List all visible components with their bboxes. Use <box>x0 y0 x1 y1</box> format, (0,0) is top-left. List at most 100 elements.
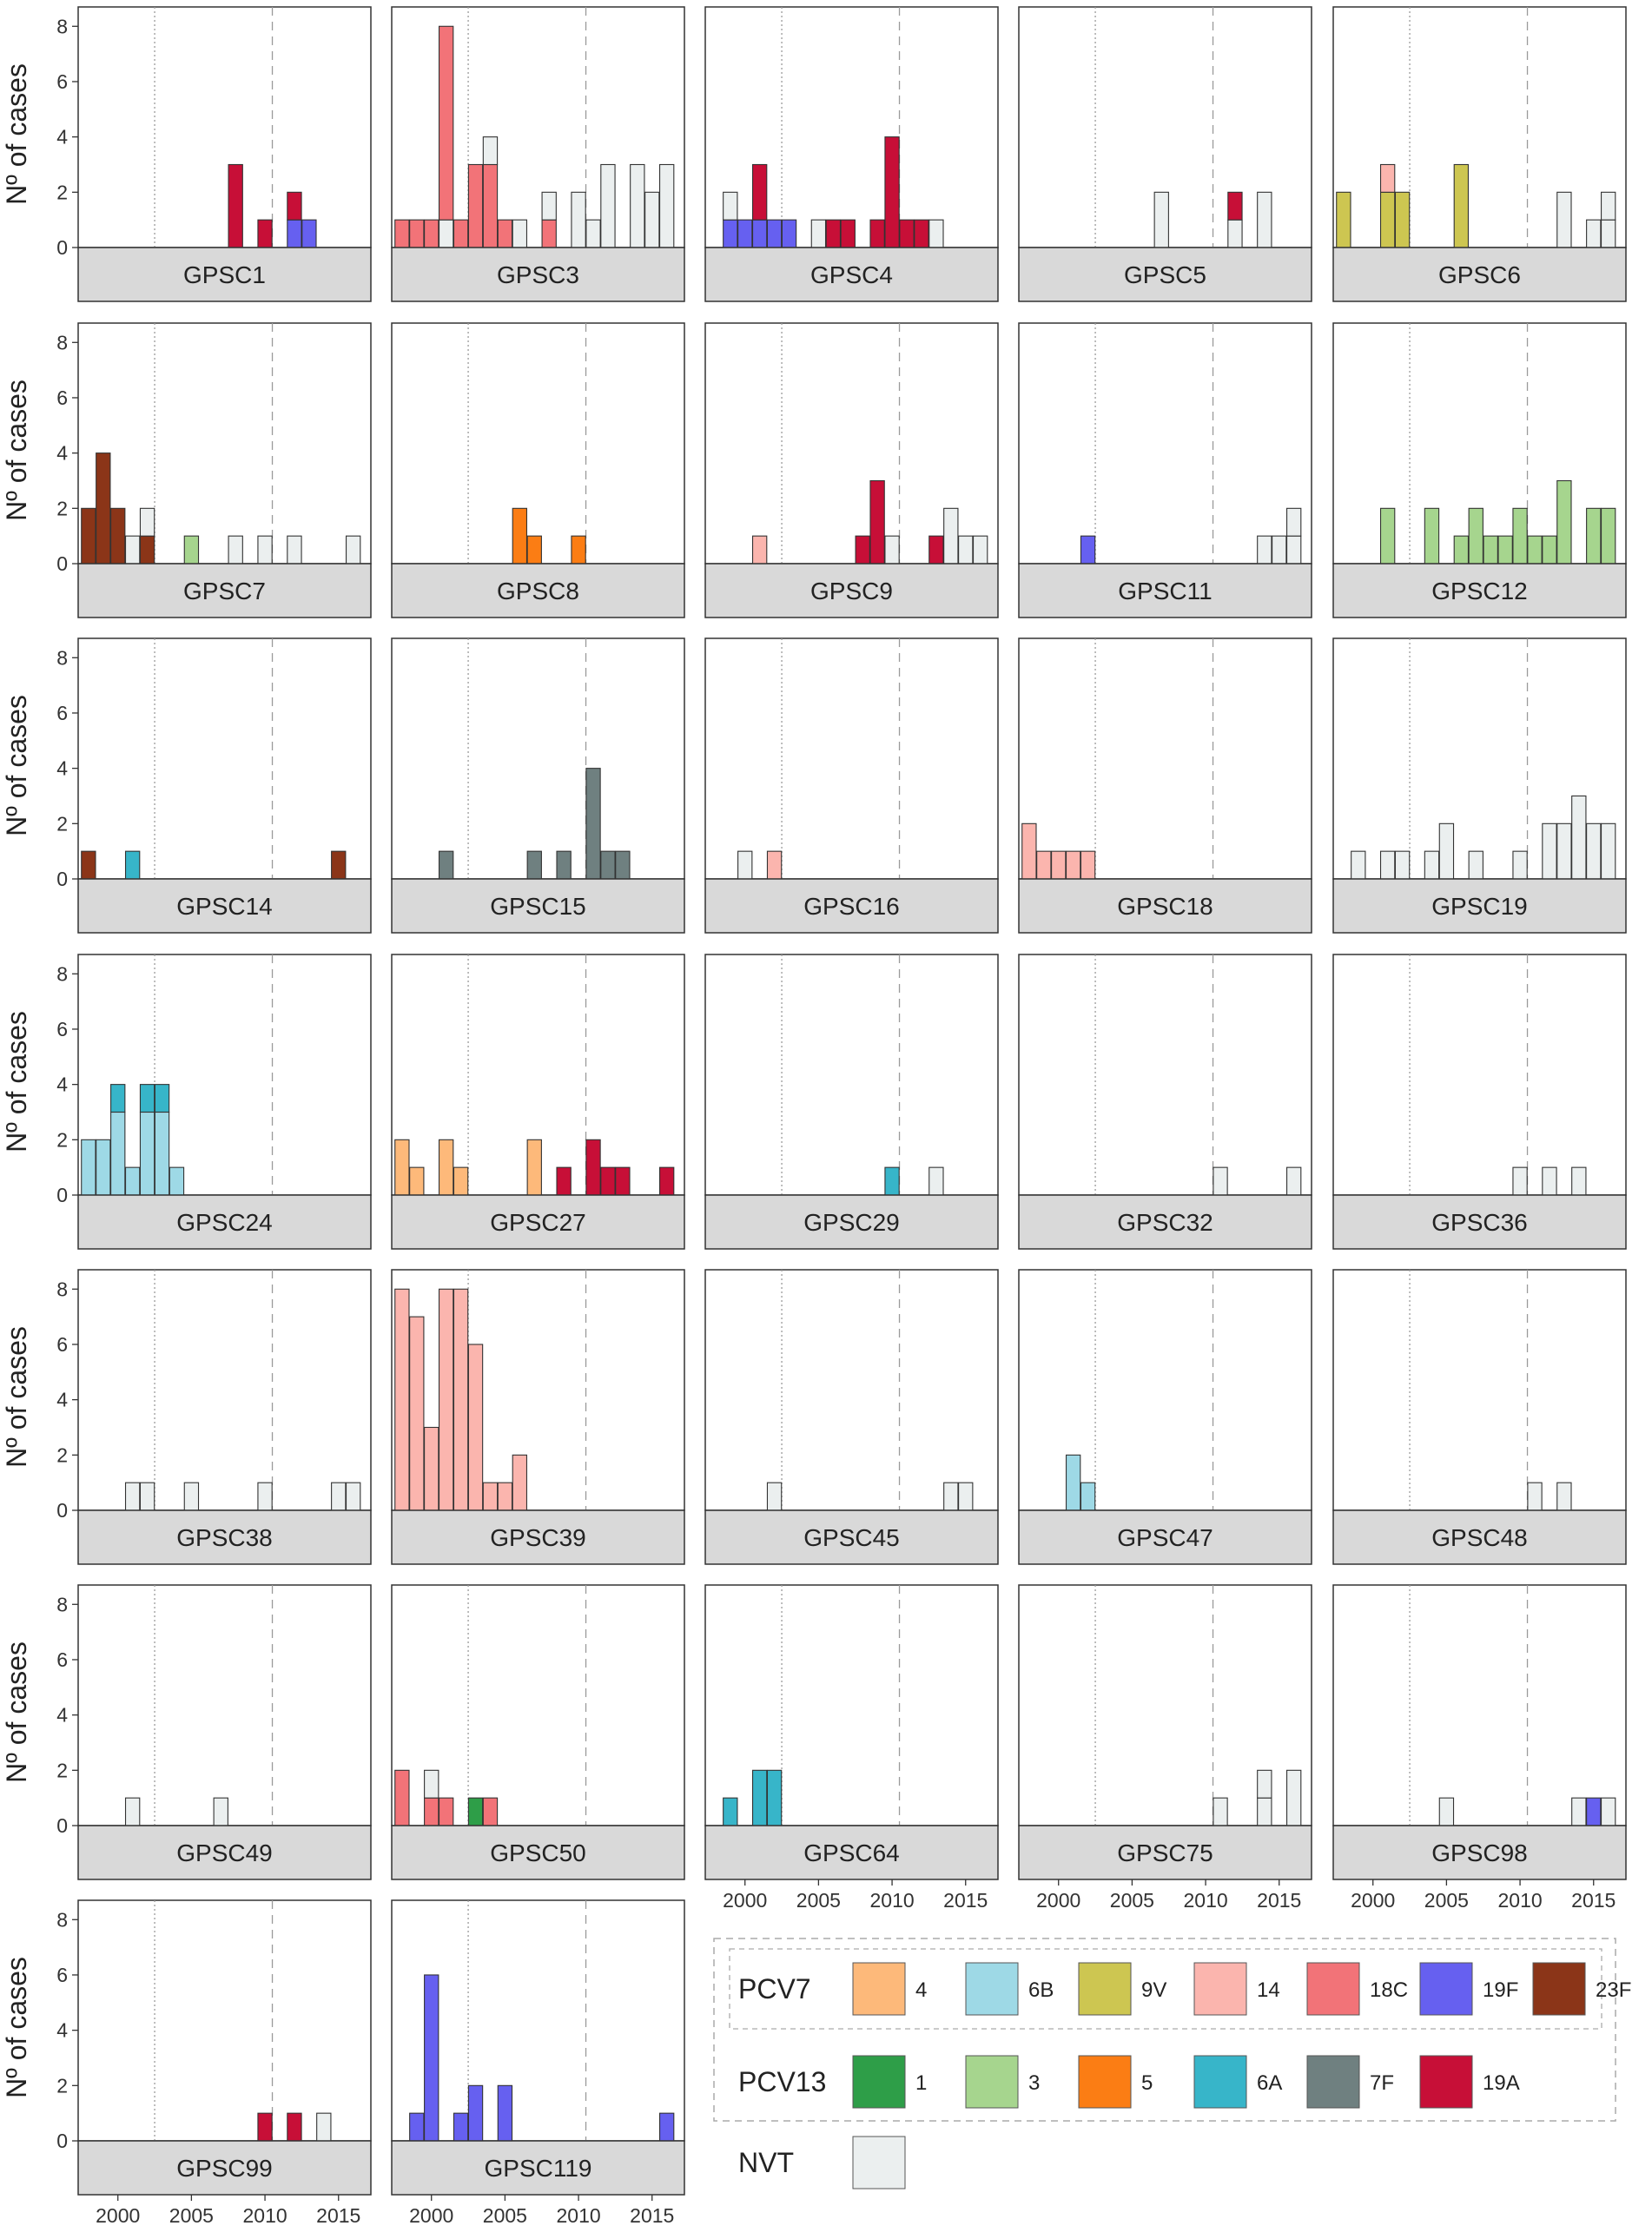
bar-2008-nvt <box>541 191 557 221</box>
bar-2013-nvt <box>928 219 944 248</box>
bar-2004-18c <box>482 1797 499 1826</box>
y-axis-title: Nº of cases <box>1 63 32 205</box>
panel-gpsc3: GPSC3 <box>391 6 685 302</box>
bar-2011-nvt <box>1527 1482 1543 1511</box>
bar-2003-6a <box>154 1084 170 1113</box>
bar-2007-7f <box>526 850 542 880</box>
panel-frame <box>77 322 372 565</box>
x-tick-label: 2000 <box>723 1889 767 1912</box>
x-tick-label: 2010 <box>1183 1889 1227 1912</box>
bar-2001-14 <box>1379 163 1396 193</box>
bar-2009-19a <box>556 1166 572 1196</box>
bar-2004-6b <box>169 1166 185 1196</box>
y-axis-title: Nº of cases <box>1 380 32 521</box>
panel-gpsc4: GPSC4 <box>704 6 999 302</box>
panel-frame <box>77 1269 372 1511</box>
x-tick-label: 2000 <box>1351 1889 1395 1912</box>
bar-2012-nvt <box>1227 219 1243 248</box>
y-tick-label: 8 <box>56 331 68 353</box>
legend-label-7f: 7F <box>1370 2071 1394 2095</box>
bar-2005-19f <box>497 2084 513 2142</box>
bar-2002-14 <box>1080 850 1096 880</box>
bar-2010-19a <box>884 136 900 248</box>
y-axis-title: Nº of cases <box>1 1011 32 1153</box>
panel-frame <box>1332 6 1627 248</box>
panel-gpsc24: GPSC24 0 2 4 6 8 Nº of cases <box>1 954 372 1250</box>
bar-2002-19f <box>1080 535 1096 565</box>
panel-frame <box>77 6 372 248</box>
legend-group-nvt: NVT <box>738 2147 794 2178</box>
y-tick-label: 6 <box>56 70 68 93</box>
legend-label-14: 14 <box>1257 1978 1280 2002</box>
panel-gpsc75: GPSC75 <box>1018 1584 1312 1880</box>
bar-2001-14 <box>751 535 768 565</box>
panel-strip <box>391 878 685 934</box>
bar-2013-nvt <box>1556 822 1572 880</box>
bar-2000-nvt <box>424 1769 439 1799</box>
panel-label: GPSC64 <box>803 1839 900 1866</box>
x-tick-label: 2015 <box>1257 1889 1301 1912</box>
bar-2016-nvt <box>345 535 361 565</box>
panel-strip <box>1018 1509 1312 1565</box>
bar-2014-nvt <box>943 1482 959 1511</box>
legend-swatch-4 <box>852 1962 906 2016</box>
panel-gpsc16: GPSC16 <box>704 637 999 934</box>
panel-gpsc99: GPSC99 0 2 4 6 8 Nº of cases <box>1 1899 372 2196</box>
y-tick-label: 8 <box>56 1908 68 1931</box>
bar-2007-nvt <box>1468 850 1483 880</box>
bar-2002-14 <box>766 850 783 880</box>
panel-gpsc29: GPSC29 <box>704 954 999 1250</box>
y-tick-label: 2 <box>56 1759 68 1781</box>
y-tick-label: 4 <box>56 442 68 465</box>
panel-gpsc11: GPSC11 <box>1018 322 1312 618</box>
bar-2016-nvt <box>345 1482 361 1511</box>
panel-label: GPSC16 <box>803 893 900 920</box>
bar-1998-14 <box>1021 822 1037 880</box>
bar-2016-nvt <box>1600 822 1616 880</box>
bar-2013-3 <box>1556 479 1572 565</box>
panel-label: GPSC98 <box>1431 1839 1528 1866</box>
y-tick-label: 8 <box>56 646 68 669</box>
y-tick-label: 4 <box>56 1389 68 1411</box>
bar-1999-6a <box>723 1797 738 1826</box>
legend-label-5: 5 <box>1141 2071 1153 2095</box>
y-tick-label: 8 <box>56 962 68 985</box>
legend-swatch-nvt <box>852 2136 906 2189</box>
x-tick-label: 2005 <box>1424 1889 1469 1912</box>
bar-2008-3 <box>1483 535 1498 565</box>
bar-2001-4 <box>438 1139 454 1196</box>
bar-2002-19f <box>766 219 783 248</box>
panel-gpsc50: GPSC50 <box>391 1584 685 1880</box>
bar-2001-nvt <box>124 535 141 565</box>
bar-2013-nvt <box>928 1166 944 1196</box>
bar-2015-nvt <box>331 1482 347 1511</box>
bar-2002-4 <box>453 1166 469 1196</box>
bar-2006-3 <box>1453 535 1470 565</box>
panel-strip <box>1018 878 1312 934</box>
bar-2003-1 <box>467 1797 484 1826</box>
x-axis: 2000 2005 2010 2015 <box>96 2195 360 2227</box>
panel-frame <box>391 322 685 565</box>
bar-2005-nvt <box>810 219 827 248</box>
bar-2016-19f <box>658 2112 675 2142</box>
panel-frame <box>391 1899 685 2142</box>
panel-frame <box>704 954 999 1196</box>
bar-2004-14 <box>482 1482 499 1511</box>
bar-2012-19a <box>287 2112 302 2142</box>
bar-2016-nvt <box>1285 507 1302 537</box>
legend-border <box>713 1938 1616 2122</box>
bar-2003-6b <box>154 1111 170 1196</box>
bar-2012-19a <box>600 1166 616 1196</box>
bar-2016-nvt <box>658 163 675 248</box>
bar-2002-6a <box>139 1084 155 1113</box>
bar-2003-19f <box>467 2084 484 2142</box>
legend-label-3: 3 <box>1028 2071 1040 2095</box>
panel-frame <box>77 637 372 880</box>
bar-2011-nvt <box>1213 1797 1228 1826</box>
x-tick-label: 2010 <box>1497 1889 1542 1912</box>
bar-2006-19a <box>825 219 842 248</box>
bar-2013-7f <box>615 850 631 880</box>
bar-2010-6a <box>884 1166 900 1196</box>
bar-2010-nvt <box>884 535 900 565</box>
